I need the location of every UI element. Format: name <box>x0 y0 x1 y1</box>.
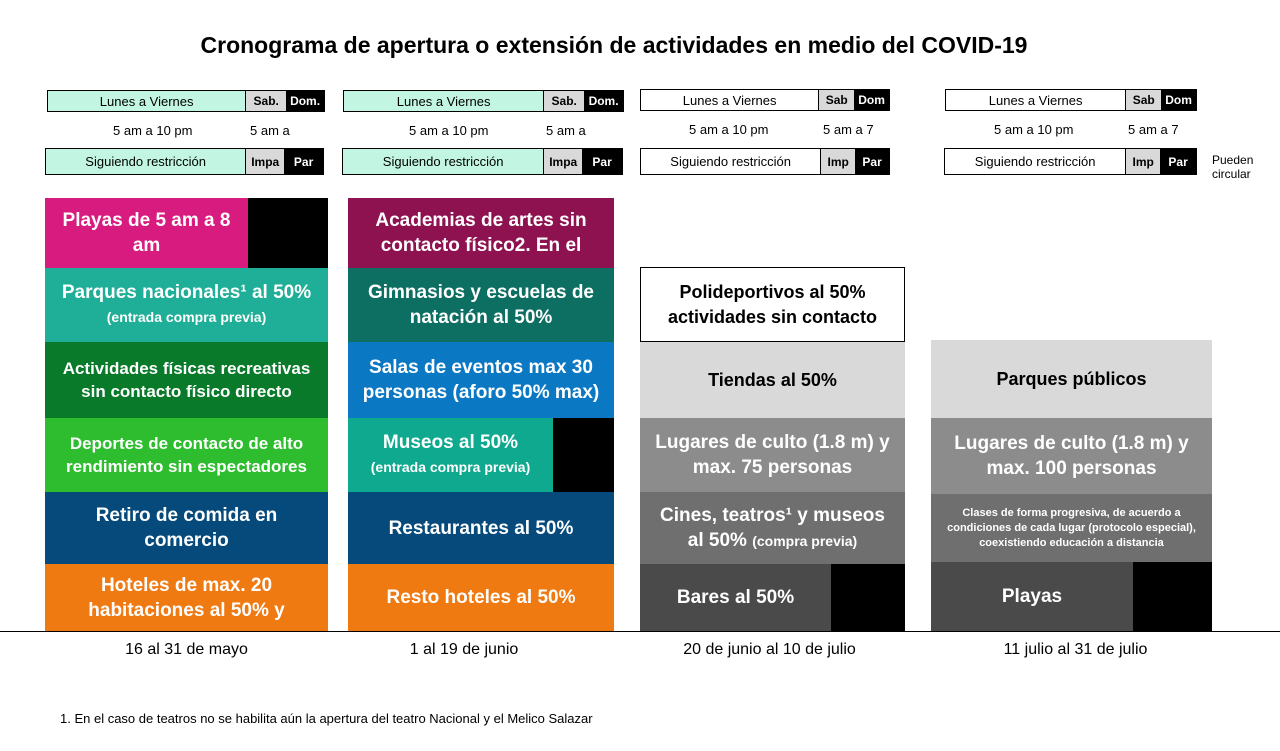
phase4-classes: Clases de forma progresiva, de acuerdo a… <box>931 494 1212 562</box>
period-label-3: 20 de junio al 10 de julio <box>683 641 856 658</box>
restriction-bar-1: Siguiendo restricción Impa Par <box>45 148 324 175</box>
phase3-sports-centers: Polideportivos al 50% actividades sin co… <box>640 267 905 342</box>
period-label-1: 16 al 31 de mayo <box>125 641 248 658</box>
weekend-hours-4: 5 am a 7 <box>1128 122 1179 137</box>
even-plate-label: Par <box>284 149 323 174</box>
phase3-worship: Lugares de culto (1.8 m) y max. 75 perso… <box>640 418 905 492</box>
timeline-axis <box>0 631 1280 632</box>
restriction-bar-2: Siguiendo restricción Impa Par <box>342 148 623 175</box>
phase2-gyms: Gimnasios y escuelas de natación al 50% <box>348 268 614 342</box>
phase1-recreational: Actividades físicas recreativas sin cont… <box>45 342 328 418</box>
phase4-public-parks: Parques públicos <box>931 340 1212 418</box>
phase1-beaches: Playas de 5 am a 8 am <box>45 198 248 268</box>
saturday-label: Sab <box>1125 90 1162 110</box>
weekday-hours-1: 5 am a 10 pm <box>113 123 193 138</box>
saturday-label: Sab. <box>245 91 287 111</box>
sunday-label: Dom <box>1161 90 1196 110</box>
phase4-beaches-black <box>1133 562 1212 631</box>
weekend-hours-1: 5 am a <box>250 123 290 138</box>
phase1-beaches-black <box>248 198 328 268</box>
phase2-restaurants: Restaurantes al 50% <box>348 492 614 564</box>
weekend-hours-3: 5 am a 7 <box>823 122 874 137</box>
saturday-label: Sab. <box>543 91 585 111</box>
odd-plate-label: Impa <box>245 149 285 174</box>
weekday-hours-4: 5 am a 10 pm <box>994 122 1074 137</box>
phase4-beaches: Playas <box>931 562 1133 631</box>
sunday-label: Dom. <box>286 91 324 111</box>
even-plate-label: Par <box>855 149 889 174</box>
phase1-food-pickup: Retiro de comida en comercio <box>45 492 328 564</box>
phase2-other-hotels: Resto hoteles al 50% <box>348 564 614 631</box>
page-title: Cronograma de apertura o extensión de ac… <box>200 32 1028 58</box>
weekday-bar-2: Lunes a Viernes Sab. Dom. <box>343 90 624 112</box>
phase2-museums: Museos al 50% (entrada compra previa) <box>348 418 553 492</box>
period-label-2: 1 al 19 de junio <box>409 641 519 658</box>
phase1-national-parks: Parques nacionales¹ al 50% (entrada comp… <box>45 268 328 342</box>
odd-plate-label: Imp <box>1125 149 1161 174</box>
sunday-label: Dom. <box>584 91 623 111</box>
circulation-note: Pueden circular <box>1212 153 1254 181</box>
sunday-label: Dom <box>854 90 889 110</box>
footnote: 1. En el caso de teatros no se habilita … <box>60 711 593 726</box>
weekday-bar-1: Lunes a Viernes Sab. Dom. <box>47 90 325 112</box>
phase1-hotels: Hoteles de max. 20 habitaciones al 50% y <box>45 564 328 631</box>
weekday-hours-2: 5 am a 10 pm <box>409 123 489 138</box>
weekday-bar-4: Lunes a Viernes Sab Dom <box>945 89 1197 111</box>
odd-plate-label: Impa <box>543 149 583 174</box>
phase3-cinemas: Cines, teatros¹ y museos al 50% (compra … <box>640 492 905 564</box>
odd-plate-label: Imp <box>820 149 856 174</box>
phase2-museums-black <box>553 418 614 492</box>
period-label-4: 11 julio al 31 de julio <box>1003 641 1148 658</box>
phase1-contact-sports: Deportes de contacto de alto rendimiento… <box>45 418 328 492</box>
weekend-hours-2: 5 am a <box>546 123 586 138</box>
even-plate-label: Par <box>1160 149 1196 174</box>
weekday-hours-3: 5 am a 10 pm <box>689 122 769 137</box>
phase2-event-halls: Salas de eventos max 30 personas (aforo … <box>348 342 614 418</box>
restriction-bar-4: Siguiendo restricción Imp Par <box>944 148 1197 175</box>
saturday-label: Sab <box>818 90 855 110</box>
even-plate-label: Par <box>582 149 622 174</box>
phase3-stores: Tiendas al 50% <box>640 342 905 418</box>
phase3-bars: Bares al 50% <box>640 564 831 631</box>
phase2-arts-academies: Academias de artes sin contacto físico2.… <box>348 198 614 268</box>
phase4-worship: Lugares de culto (1.8 m) y max. 100 pers… <box>931 418 1212 494</box>
weekday-bar-3: Lunes a Viernes Sab Dom <box>640 89 890 111</box>
restriction-bar-3: Siguiendo restricción Imp Par <box>640 148 890 175</box>
phase3-bars-black <box>831 564 905 631</box>
